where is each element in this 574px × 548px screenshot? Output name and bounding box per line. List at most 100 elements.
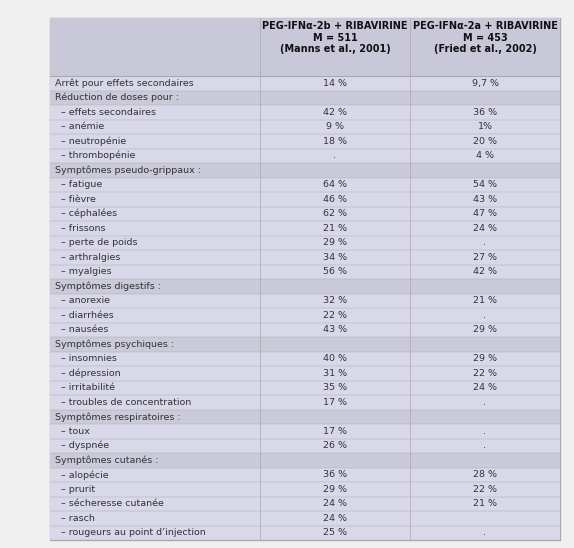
Text: – effets secondaires: – effets secondaires (55, 108, 156, 117)
Bar (50, 294, 560, 308)
Text: 21 %: 21 % (473, 296, 497, 305)
Text: .: . (483, 528, 487, 537)
Text: 14 %: 14 % (323, 79, 347, 88)
Text: .: . (483, 238, 487, 247)
Text: Symptômes cutanés :: Symptômes cutanés : (55, 455, 158, 465)
Bar (50, 526, 560, 540)
Text: – toux: – toux (55, 427, 90, 436)
Bar (50, 119, 560, 134)
Text: 22 %: 22 % (323, 311, 347, 319)
Text: – alopécie: – alopécie (55, 470, 108, 480)
Bar (50, 438, 560, 453)
Bar (50, 337, 560, 351)
Text: – rasch: – rasch (55, 514, 95, 523)
Bar (50, 221, 560, 236)
Text: 24 %: 24 % (323, 514, 347, 523)
Bar (50, 467, 560, 482)
Bar (50, 236, 560, 250)
Text: 1%: 1% (478, 122, 492, 132)
Bar (50, 207, 560, 221)
Text: – insomnies: – insomnies (55, 354, 117, 363)
Text: 29 %: 29 % (323, 238, 347, 247)
Text: – perte de poids: – perte de poids (55, 238, 138, 247)
Bar (50, 265, 560, 279)
Text: – anorexie: – anorexie (55, 296, 110, 305)
Text: – dépression: – dépression (55, 368, 121, 378)
Text: 56 %: 56 % (323, 267, 347, 276)
Bar (50, 18, 560, 76)
Bar (50, 178, 560, 192)
Text: – fatigue: – fatigue (55, 180, 102, 189)
Text: – prurit: – prurit (55, 485, 95, 494)
Text: 26 %: 26 % (323, 441, 347, 450)
Text: PEG-IFNα-2b + RIBAVIRINE
M = 511
(Manns et al., 2001): PEG-IFNα-2b + RIBAVIRINE M = 511 (Manns … (262, 21, 408, 54)
Text: .: . (333, 151, 336, 160)
Text: 43 %: 43 % (323, 326, 347, 334)
Text: 29 %: 29 % (473, 326, 497, 334)
Text: – sécheresse cutanée: – sécheresse cutanée (55, 499, 164, 508)
Text: 42 %: 42 % (473, 267, 497, 276)
Text: 32 %: 32 % (323, 296, 347, 305)
Bar (50, 351, 560, 366)
Bar (50, 496, 560, 511)
Text: 9 %: 9 % (326, 122, 344, 132)
Text: Symptômes pseudo-grippaux :: Symptômes pseudo-grippaux : (55, 165, 201, 175)
Bar (50, 279, 560, 294)
Bar (50, 105, 560, 119)
Text: Symptômes respiratoires :: Symptômes respiratoires : (55, 412, 181, 421)
Text: 35 %: 35 % (323, 383, 347, 392)
Text: 20 %: 20 % (473, 137, 497, 146)
Text: 36 %: 36 % (323, 470, 347, 480)
Text: – dyspnée: – dyspnée (55, 441, 109, 450)
Text: 34 %: 34 % (323, 253, 347, 262)
Bar (50, 395, 560, 409)
Text: 9,7 %: 9,7 % (471, 79, 498, 88)
Bar (50, 453, 560, 467)
Text: – rougeurs au point d’injection: – rougeurs au point d’injection (55, 528, 205, 537)
Text: 42 %: 42 % (323, 108, 347, 117)
Text: Symptômes psychiques :: Symptômes psychiques : (55, 340, 174, 349)
Text: 21 %: 21 % (323, 224, 347, 233)
Bar (50, 511, 560, 526)
Text: PEG-IFNα-2a + RIBAVIRINE
M = 453
(Fried et al., 2002): PEG-IFNα-2a + RIBAVIRINE M = 453 (Fried … (413, 21, 557, 54)
Text: – troubles de concentration: – troubles de concentration (55, 398, 191, 407)
Text: 29 %: 29 % (323, 485, 347, 494)
Bar (50, 149, 560, 163)
Text: – irritabilité: – irritabilité (55, 383, 115, 392)
Text: 47 %: 47 % (473, 209, 497, 218)
Text: 54 %: 54 % (473, 180, 497, 189)
Text: – frissons: – frissons (55, 224, 106, 233)
Text: .: . (483, 427, 487, 436)
Text: – céphalées: – céphalées (55, 209, 117, 219)
Text: 62 %: 62 % (323, 209, 347, 218)
Text: 31 %: 31 % (323, 369, 347, 378)
Bar (50, 380, 560, 395)
Text: 21 %: 21 % (473, 499, 497, 508)
Bar (50, 192, 560, 207)
Bar (50, 482, 560, 496)
Text: – neutropénie: – neutropénie (55, 136, 126, 146)
Text: – anémie: – anémie (55, 122, 104, 132)
Text: 36 %: 36 % (473, 108, 497, 117)
Bar (50, 366, 560, 380)
Text: – myalgies: – myalgies (55, 267, 111, 276)
Text: 40 %: 40 % (323, 354, 347, 363)
Bar (50, 76, 560, 90)
Bar (50, 250, 560, 265)
Text: 46 %: 46 % (323, 195, 347, 204)
Text: 22 %: 22 % (473, 485, 497, 494)
Text: .: . (483, 311, 487, 319)
Bar (50, 409, 560, 424)
Text: .: . (483, 398, 487, 407)
Text: 24 %: 24 % (323, 499, 347, 508)
Text: 18 %: 18 % (323, 137, 347, 146)
Text: 17 %: 17 % (323, 427, 347, 436)
Text: Symptômes digestifs :: Symptômes digestifs : (55, 282, 161, 291)
Text: Réduction de doses pour :: Réduction de doses pour : (55, 93, 179, 102)
Text: 28 %: 28 % (473, 470, 497, 480)
Text: 24 %: 24 % (473, 383, 497, 392)
Bar (50, 424, 560, 438)
Text: – arthralgies: – arthralgies (55, 253, 121, 262)
Bar (50, 163, 560, 178)
Text: .: . (483, 441, 487, 450)
